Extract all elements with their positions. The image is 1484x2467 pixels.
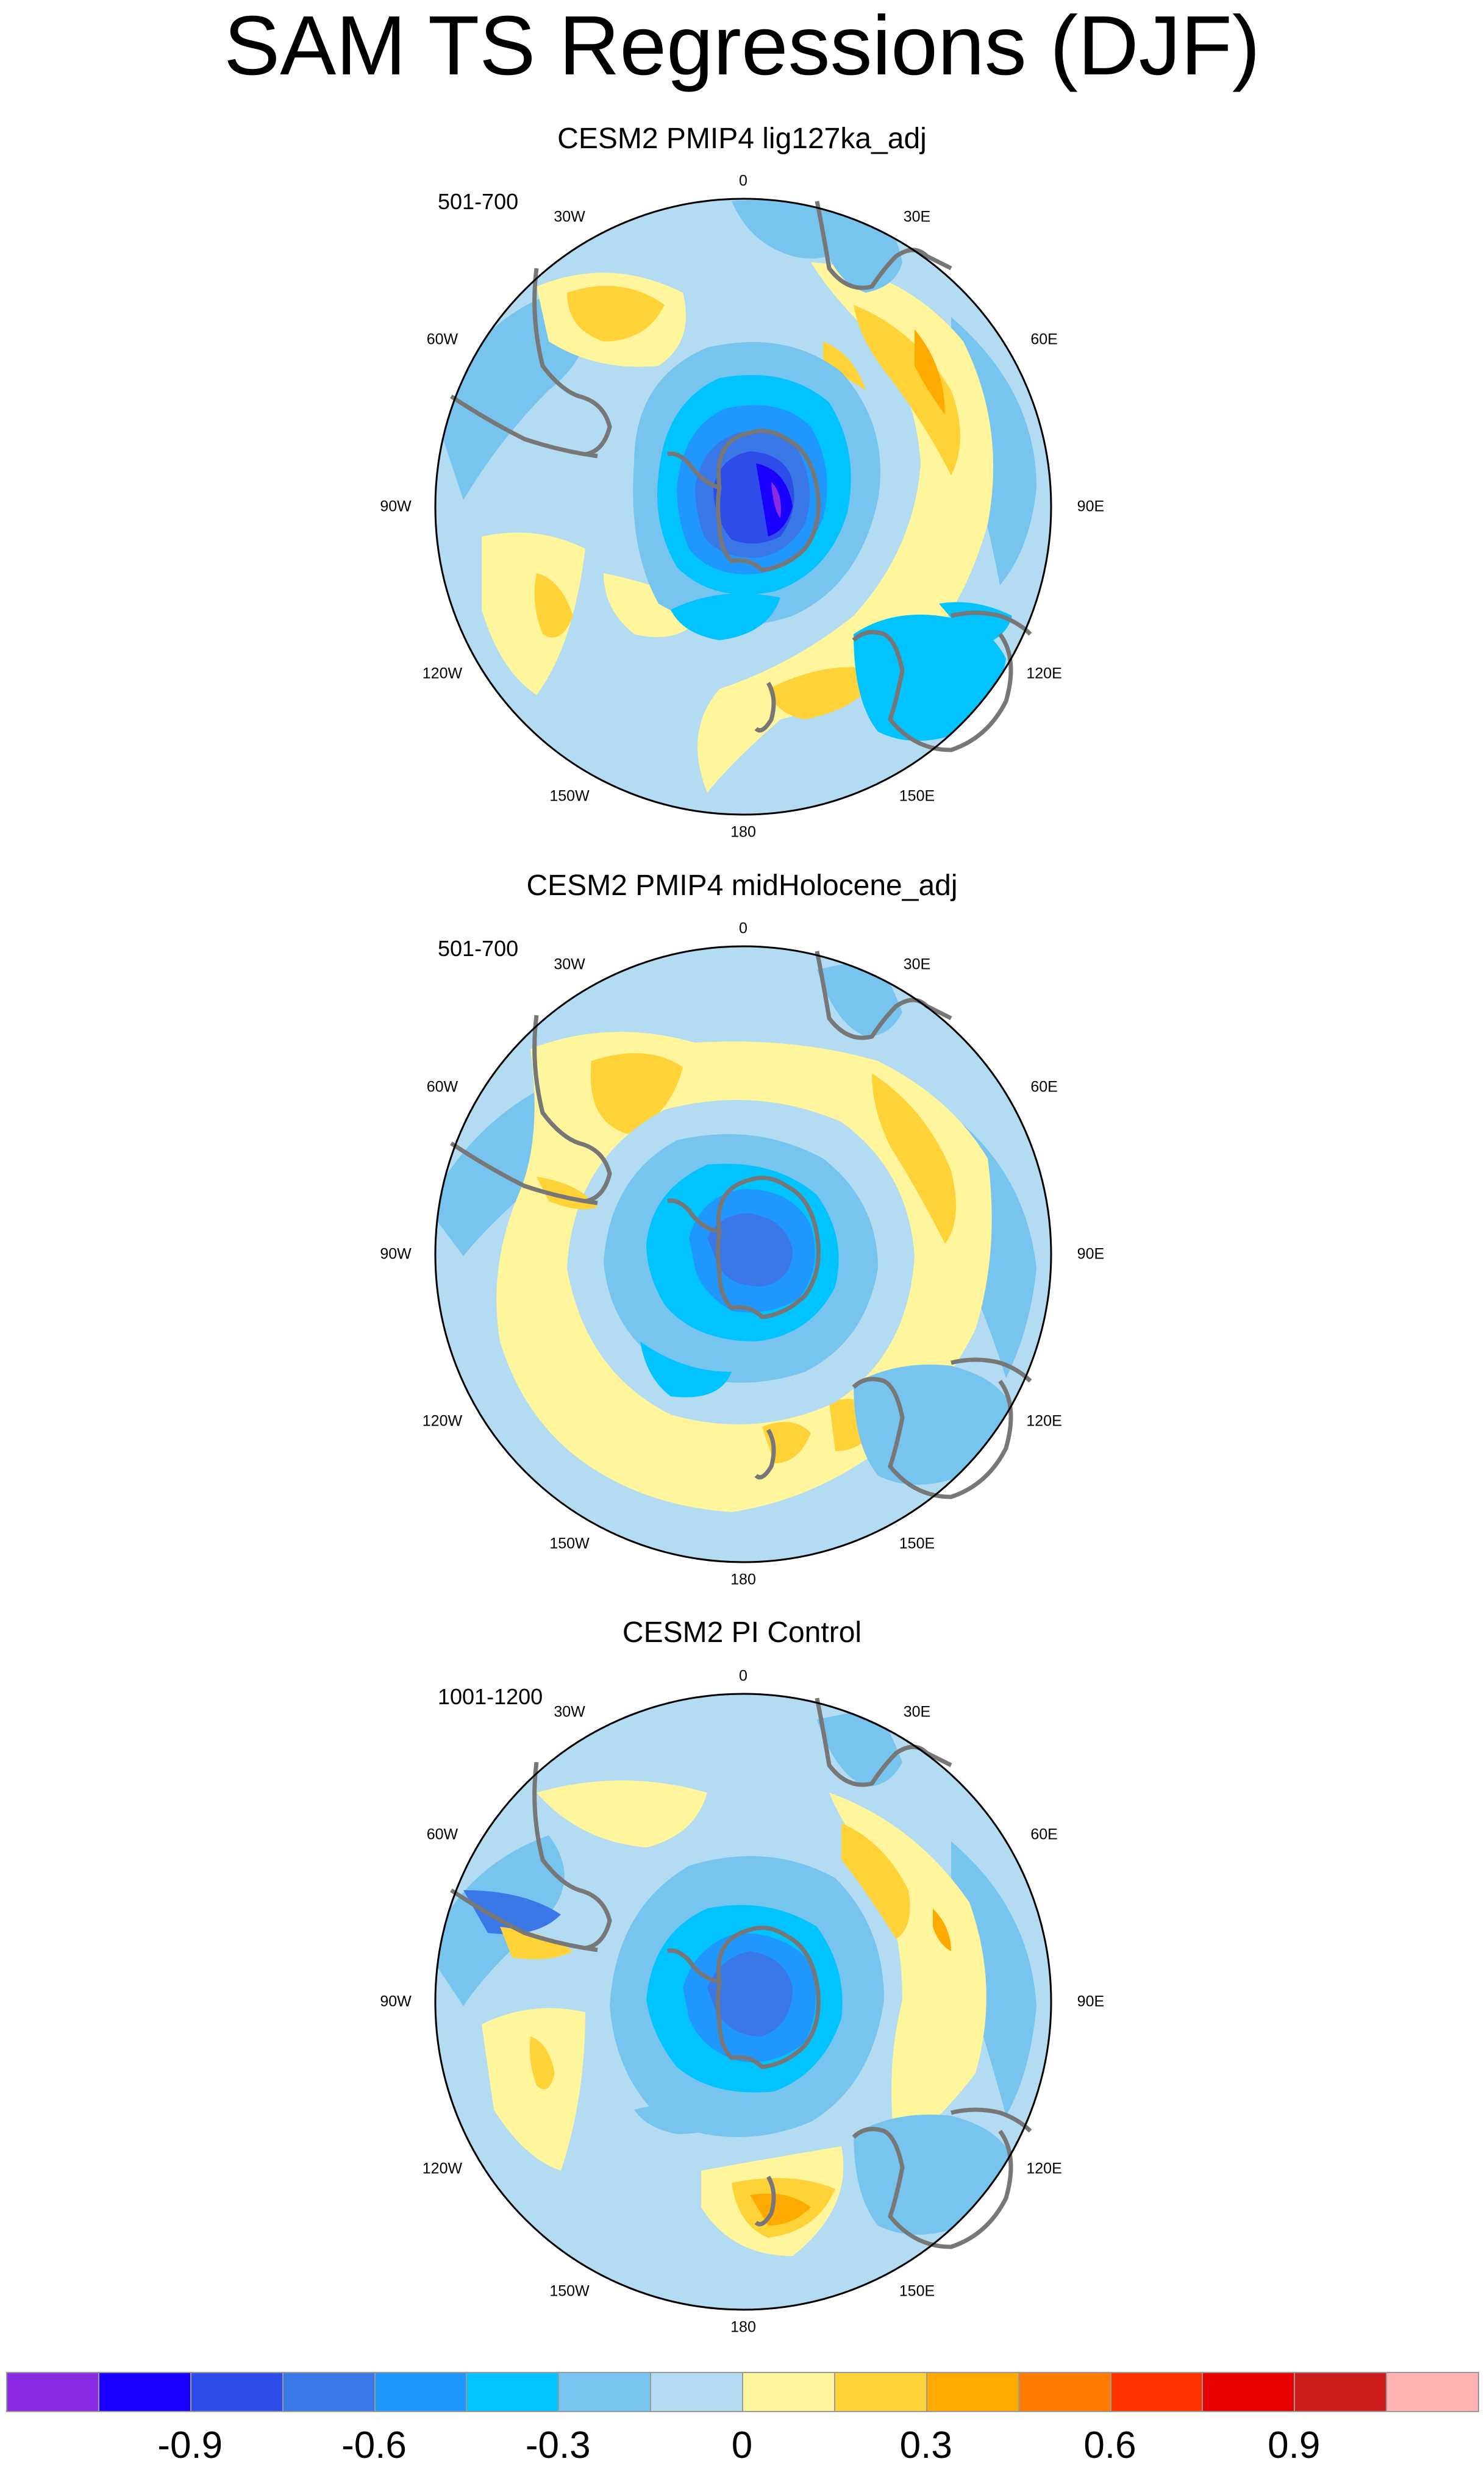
colorbar-label: 0.3: [899, 2424, 952, 2466]
period-label: 501-700: [438, 189, 519, 214]
longitude-label: 120W: [422, 665, 463, 682]
longitude-label: 60E: [1030, 1078, 1058, 1096]
longitude-label: 90W: [380, 498, 412, 515]
longitude-label: 0: [739, 1667, 747, 1685]
longitude-label: 30W: [554, 208, 585, 226]
colorbar-box: [926, 2372, 1019, 2412]
longitude-label: 120W: [422, 1412, 463, 1430]
coastline: [450, 1698, 1032, 2249]
longitude-label: 30E: [903, 1703, 931, 1721]
map-field-1: [435, 199, 1051, 815]
map-boundary: [434, 198, 1052, 816]
longitude-label: 120E: [1026, 1412, 1062, 1430]
colorbar-box: [1294, 2372, 1388, 2412]
longitude-label: 90W: [380, 1993, 412, 2010]
colorbar-box: [1110, 2372, 1204, 2412]
colorbar-box: [833, 2372, 927, 2412]
map-field-2: [435, 946, 1051, 1562]
longitude-label: 150W: [549, 787, 590, 805]
colorbar-box: [98, 2372, 191, 2412]
map-boundary: [434, 1693, 1052, 2311]
longitude-label: 150W: [549, 2282, 590, 2300]
period-label: 501-700: [438, 936, 519, 961]
colorbar-label: -0.6: [341, 2424, 407, 2466]
figure-title: SAM TS Regressions (DJF): [224, 0, 1260, 93]
colorbar-box: [558, 2372, 652, 2412]
colorbar-box: [6, 2372, 99, 2412]
period-label: 1001-1200: [438, 1684, 543, 1709]
longitude-label: 60W: [426, 330, 458, 348]
colorbar-box: [282, 2372, 376, 2412]
longitude-label: 150E: [899, 2282, 935, 2300]
colorbar-box: [1386, 2372, 1479, 2412]
coastline: [450, 951, 1032, 1499]
longitude-label: 180: [730, 1571, 756, 1588]
longitude-label: 30W: [554, 955, 585, 973]
colorbar-label: 0.9: [1268, 2424, 1321, 2466]
colorbar-box: [374, 2372, 468, 2412]
colorbar-label: -0.9: [157, 2424, 223, 2466]
colorbar-box: [190, 2372, 284, 2412]
longitude-label: 60E: [1030, 1826, 1058, 1843]
colorbar-box: [466, 2372, 560, 2412]
colorbar: [6, 2372, 1479, 2415]
panel-title: CESM2 PMIP4 lig127ka_adj: [557, 123, 927, 155]
longitude-label: 60E: [1030, 330, 1058, 348]
longitude-label: 150E: [899, 1535, 935, 1552]
panel-title: CESM2 PMIP4 midHolocene_adj: [526, 869, 958, 902]
longitude-label: 30W: [554, 1703, 585, 1721]
longitude-label: 90E: [1077, 498, 1105, 515]
colorbar-box: [650, 2372, 743, 2412]
longitude-label: 90W: [380, 1245, 412, 1263]
longitude-label: 30E: [903, 208, 931, 226]
colorbar-box: [742, 2372, 835, 2412]
colorbar-label: -0.3: [525, 2424, 591, 2466]
longitude-label: 30E: [903, 955, 931, 973]
longitude-label: 120E: [1026, 2160, 1062, 2177]
coastline: [450, 201, 1032, 752]
longitude-label: 90E: [1077, 1245, 1105, 1263]
longitude-label: 0: [739, 919, 747, 937]
longitude-label: 120E: [1026, 665, 1062, 682]
map-boundary: [434, 945, 1052, 1563]
colorbar-box: [1202, 2372, 1296, 2412]
longitude-label: 120W: [422, 2160, 463, 2177]
longitude-label: 0: [739, 172, 747, 190]
longitude-label: 150E: [899, 787, 935, 805]
colorbar-box: [1018, 2372, 1111, 2412]
panel-title: CESM2 PI Control: [622, 1616, 862, 1649]
longitude-label: 60W: [426, 1826, 458, 1843]
longitude-label: 180: [730, 2318, 756, 2336]
longitude-label: 180: [730, 823, 756, 841]
polar-maps: [434, 198, 1052, 2311]
colorbar-label: 0.6: [1083, 2424, 1136, 2466]
colorbar-label: 0: [731, 2424, 753, 2466]
map-field-3: [435, 1694, 1051, 2310]
longitude-label: 60W: [426, 1078, 458, 1096]
longitude-label: 150W: [549, 1535, 590, 1552]
longitude-label: 90E: [1077, 1993, 1105, 2010]
